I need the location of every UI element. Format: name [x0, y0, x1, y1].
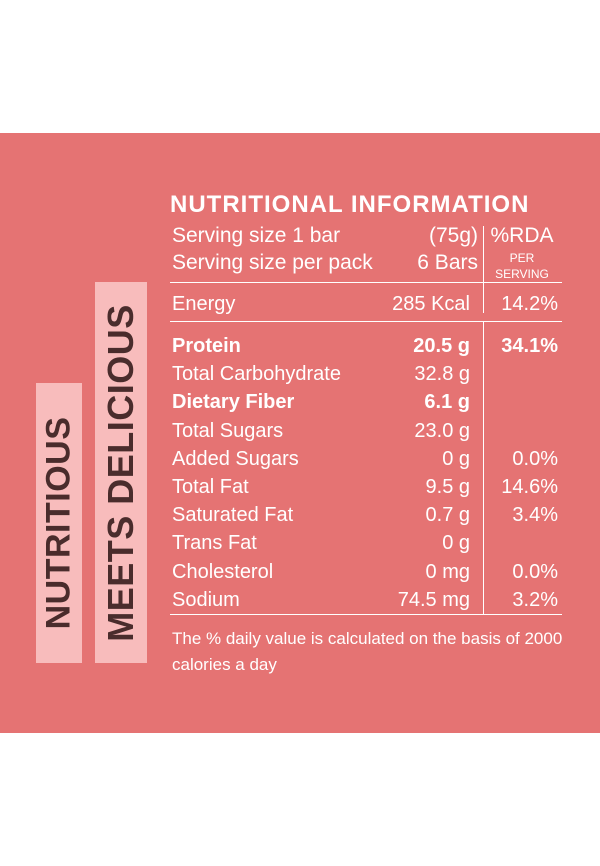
energy-row: Energy 285 Kcal 14.2%	[170, 290, 562, 318]
serving-size-row: Serving size 1 bar (75g)	[170, 222, 478, 250]
nutrient-rda: 34.1%	[501, 335, 558, 357]
nutrient-value: 20.5 g	[413, 335, 470, 357]
nutrient-row: Trans Fat 0 g	[170, 529, 562, 557]
nutrient-label: Added Sugars	[172, 447, 299, 470]
nutrient-label: Sodium	[172, 588, 240, 611]
nutrient-row: Protein 20.5 g 34.1%	[170, 332, 562, 360]
nutrient-row: Total Carbohydrate 32.8 g	[170, 360, 562, 388]
servings-per-pack-label: Serving size per pack	[172, 251, 373, 274]
rda-column-header: %RDA PER SERVING	[483, 222, 561, 282]
side-tag-meets-delicious-text: MEETS DELICIOUS	[100, 303, 141, 642]
nutrient-row: Dietary Fiber 6.1 g	[170, 388, 562, 416]
nutrient-value: 74.5 mg	[397, 588, 470, 611]
nutrient-value: 0 mg	[425, 560, 470, 583]
nutrient-rda: 3.4%	[512, 504, 558, 527]
nutrient-value: 32.8 g	[414, 363, 470, 386]
servings-per-pack-value: 6 Bars	[417, 251, 478, 274]
nutrient-rda: 0.0%	[512, 560, 558, 583]
rda-header-main: %RDA	[490, 224, 554, 247]
nutrient-row: Added Sugars 0 g 0.0%	[170, 445, 562, 473]
nutrient-row: Saturated Fat 0.7 g 3.4%	[170, 501, 562, 529]
nutrition-title: NUTRITIONAL INFORMATION	[170, 191, 530, 218]
nutrient-label: Dietary Fiber	[172, 391, 295, 414]
nutrient-label: Trans Fat	[172, 532, 257, 555]
column-divider	[483, 321, 484, 614]
nutrient-value: 0 g	[442, 447, 470, 470]
column-divider	[483, 226, 484, 313]
rda-header-sub: PER SERVING	[495, 251, 549, 281]
nutrient-label: Total Fat	[172, 476, 249, 498]
side-tag-nutritious-text: NUTRITIOUS	[39, 416, 78, 630]
nutrient-rda: 14.6%	[501, 476, 558, 498]
energy-rda: 14.2%	[501, 293, 558, 315]
nutrient-row: Total Fat 9.5 g 14.6%	[170, 473, 562, 501]
row-divider	[170, 282, 562, 283]
servings-per-pack-row: Serving size per pack 6 Bars	[170, 249, 478, 277]
nutrient-row: Total Sugars 23.0 g	[170, 417, 562, 445]
nutrient-label: Total Carbohydrate	[172, 363, 341, 386]
nutrient-value: 6.1 g	[424, 391, 470, 414]
nutrient-value: 0.7 g	[425, 504, 470, 527]
nutrition-facts-table: NUTRITIONAL INFORMATION Serving size 1 b…	[170, 188, 562, 674]
serving-size-label: Serving size 1 bar	[172, 224, 341, 247]
serving-info: Serving size 1 bar (75g) Serving size pe…	[170, 222, 562, 282]
nutrient-row: Cholesterol 0 mg 0.0%	[170, 558, 562, 586]
nutrient-value: 0 g	[442, 532, 470, 555]
nutrient-row: Sodium 74.5 mg 3.2%	[170, 586, 562, 614]
side-tag-nutritious: NUTRITIOUS	[36, 383, 82, 663]
nutrient-rda: 3.2%	[512, 588, 558, 611]
nutrient-label: Protein	[172, 335, 241, 357]
nutrient-label: Cholesterol	[172, 560, 274, 583]
row-divider	[170, 614, 562, 615]
serving-size-value: (75g)	[428, 224, 478, 247]
energy-label: Energy	[172, 293, 236, 315]
nutrient-label: Saturated Fat	[172, 504, 294, 527]
energy-value: 285 Kcal	[392, 293, 470, 315]
row-divider	[170, 321, 562, 322]
side-tag-meets-delicious: MEETS DELICIOUS	[95, 282, 147, 663]
nutrient-label: Total Sugars	[172, 419, 284, 442]
footnote: The % daily value is calculated on the b…	[172, 629, 563, 674]
nutrient-value: 23.0 g	[414, 419, 470, 442]
nutrient-value: 9.5 g	[425, 476, 470, 498]
nutrient-rda: 0.0%	[512, 447, 558, 470]
